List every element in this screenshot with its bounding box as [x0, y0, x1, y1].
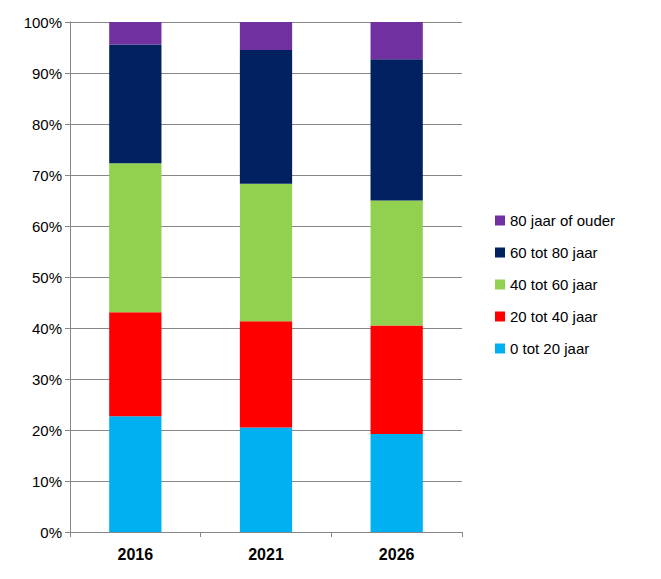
- svg-text:20 tot 40 jaar: 20 tot 40 jaar: [510, 308, 598, 325]
- svg-text:2026: 2026: [379, 546, 415, 563]
- svg-text:40%: 40%: [32, 320, 62, 337]
- svg-text:30%: 30%: [32, 371, 62, 388]
- svg-text:20%: 20%: [32, 422, 62, 439]
- svg-text:70%: 70%: [32, 167, 62, 184]
- svg-text:40 tot 60 jaar: 40 tot 60 jaar: [510, 276, 598, 293]
- svg-text:100%: 100%: [24, 14, 62, 31]
- svg-text:80 jaar of ouder: 80 jaar of ouder: [510, 212, 615, 229]
- svg-text:80%: 80%: [32, 116, 62, 133]
- svg-text:0 tot 20 jaar: 0 tot 20 jaar: [510, 340, 589, 357]
- svg-text:60%: 60%: [32, 218, 62, 235]
- svg-text:50%: 50%: [32, 269, 62, 286]
- svg-text:60 tot 80 jaar: 60 tot 80 jaar: [510, 244, 598, 261]
- svg-text:2016: 2016: [118, 546, 154, 563]
- svg-text:0%: 0%: [40, 524, 62, 541]
- svg-text:2021: 2021: [248, 546, 284, 563]
- svg-text:90%: 90%: [32, 65, 62, 82]
- svg-text:10%: 10%: [32, 473, 62, 490]
